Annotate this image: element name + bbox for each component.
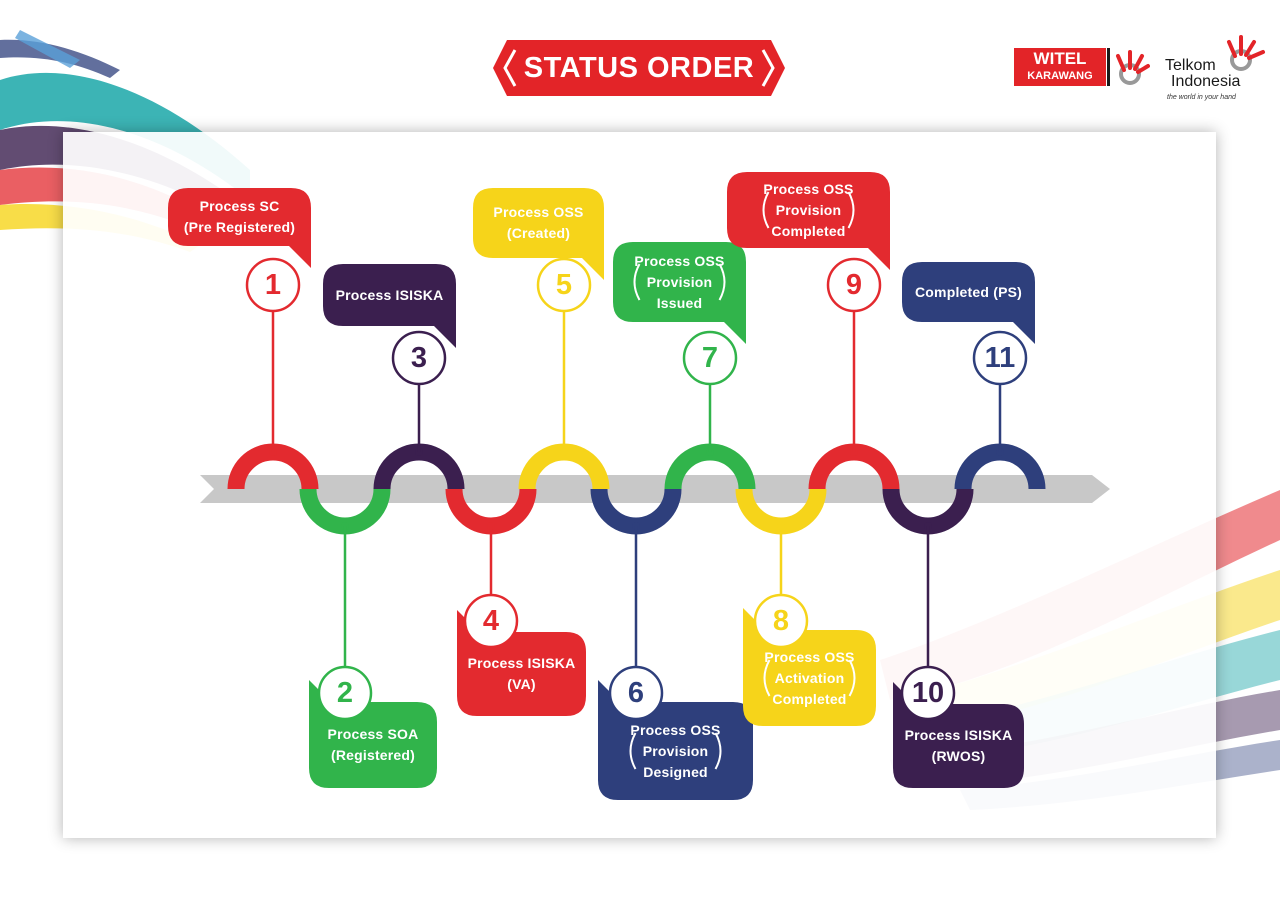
step-4-label: Process ISISKA (VA) — [457, 653, 586, 695]
step-4-number: 4 — [482, 605, 500, 637]
step-9-label-line: Completed — [771, 222, 846, 239]
step-4-number-circle — [463, 593, 519, 649]
step-7-bracket-right — [718, 263, 726, 301]
step-3-number: 3 — [410, 342, 428, 374]
step-9-label-box — [727, 172, 890, 270]
step-5-label-line: Process OSS — [493, 204, 584, 220]
step-8-number: 8 — [772, 605, 790, 637]
step-6-label-line: Designed — [643, 763, 708, 780]
step-9-number-circle — [826, 257, 882, 313]
step-10-number: 10 — [911, 677, 945, 709]
title-banner-shape — [493, 40, 785, 96]
step-3-label-box — [323, 264, 456, 348]
step-11-label: Completed (PS) — [902, 282, 1035, 303]
step-7-label: Process OSS Provision Issued — [613, 251, 746, 314]
step-9-number: 9 — [845, 269, 863, 301]
step-2-number-circle — [317, 665, 373, 721]
step-7-number-circle — [682, 330, 738, 386]
step-6-bracket-left — [629, 732, 637, 770]
step-6-number: 6 — [627, 677, 645, 709]
step-7-bracket-left — [633, 263, 641, 301]
step-4-label-line: Process ISISKA — [467, 655, 576, 671]
step-5-number: 5 — [555, 269, 573, 301]
step-10-number-circle — [900, 665, 956, 721]
step-7-label-line: Provision — [646, 273, 713, 290]
step-9-bracket-left — [762, 191, 770, 229]
step-5-label-line: (Created) — [506, 225, 571, 241]
step-6-label: Process OSS Provision Designed — [598, 720, 753, 783]
step-11-number-circle — [972, 330, 1028, 386]
step-6-number-circle — [608, 665, 664, 721]
step-7-label-box — [613, 242, 746, 344]
witel-logo-line2: KARAWANG — [1027, 70, 1093, 82]
step-9-bracket-right — [847, 191, 855, 229]
step-8-bracket-right — [848, 659, 856, 697]
step-11-number: 11 — [984, 342, 1016, 374]
step-2-label: Process SOA (Registered) — [309, 724, 437, 766]
telkom-tagline: the world in your hand — [1167, 94, 1236, 101]
step-1-label-line: (Pre Registered) — [183, 219, 296, 235]
page-title: STATUS ORDER — [523, 52, 755, 84]
step-9-label-line: Provision — [775, 201, 842, 218]
step-8-label: Process OSS Activation Completed — [743, 647, 876, 710]
title-banner: STATUS ORDER — [493, 40, 785, 96]
step-8-label-line: Completed — [772, 690, 847, 707]
step-3-label: Process ISISKA — [323, 285, 456, 306]
step-4-label-line: (VA) — [507, 676, 536, 692]
step-1-label: Process SC (Pre Registered) — [168, 196, 311, 238]
witel-box: WITEL KARAWANG — [1014, 48, 1106, 86]
step-3-number-circle — [391, 330, 447, 386]
step-3-label-line: Process ISISKA — [335, 286, 444, 303]
step-9-label: Process OSS Provision Completed — [727, 179, 890, 242]
telkom-logo-line1: Telkom — [1165, 57, 1216, 74]
telkom-indonesia-logo: Telkom Indonesia the world in your hand — [1163, 34, 1273, 106]
step-5-label-box — [473, 188, 604, 280]
step-8-label-line: Activation — [774, 669, 845, 686]
step-1-number-circle — [245, 257, 301, 313]
step-7-number: 7 — [701, 342, 719, 374]
step-1-label-box — [168, 188, 311, 268]
step-6-bracket-right — [714, 732, 722, 770]
step-10-label-line: (RWOS) — [931, 748, 986, 764]
step-2-label-line: (Registered) — [330, 747, 416, 763]
witel-karawang-logo: WITEL KARAWANG — [1014, 48, 1150, 90]
step-6-label-line: Provision — [642, 742, 709, 759]
step-8-label-line: Process OSS — [764, 648, 855, 665]
step-10-label: Process ISISKA (RWOS) — [893, 725, 1024, 767]
telkom-logo-line2: Indonesia — [1171, 73, 1241, 90]
step-2-label-line: Process SOA — [327, 726, 419, 742]
step-10-label-line: Process ISISKA — [904, 727, 1013, 743]
step-2-number: 2 — [336, 677, 354, 709]
step-5-label: Process OSS (Created) — [473, 202, 604, 244]
telkom-hand-icon — [1227, 35, 1265, 71]
witel-divider — [1107, 48, 1110, 86]
step-8-number-circle — [753, 593, 809, 649]
witel-logo-line1: WITEL — [1033, 49, 1087, 68]
step-7-label-line: Issued — [656, 294, 703, 311]
step-5-number-circle — [536, 257, 592, 313]
step-8-bracket-left — [763, 659, 771, 697]
telkom-hand-icon — [1116, 50, 1150, 85]
step-1-label-line: Process SC — [199, 198, 280, 214]
step-11-label-box — [902, 262, 1035, 344]
step-7-label-line: Process OSS — [634, 252, 725, 269]
step-6-label-line: Process OSS — [630, 721, 721, 738]
step-11-label-line: Completed (PS) — [914, 283, 1023, 300]
step-1-number: 1 — [264, 269, 282, 301]
step-9-label-line: Process OSS — [763, 180, 854, 197]
